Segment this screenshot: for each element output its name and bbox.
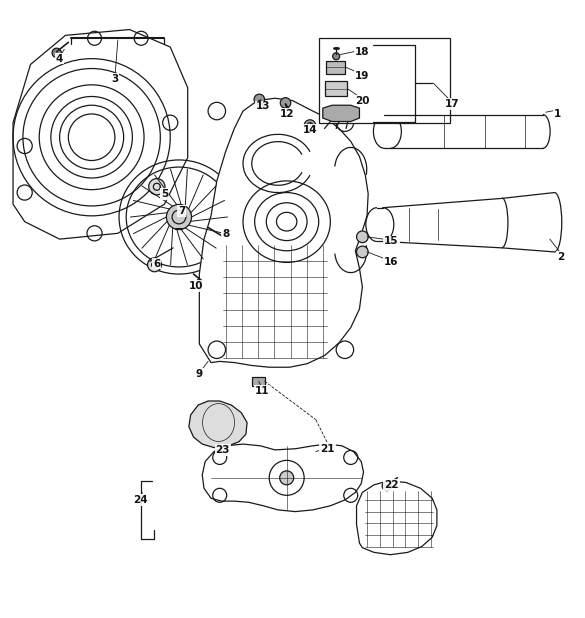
Text: 12: 12 (280, 109, 294, 119)
Circle shape (356, 246, 368, 258)
Text: 14: 14 (302, 125, 317, 135)
Circle shape (197, 277, 208, 289)
Text: 9: 9 (196, 369, 203, 379)
Text: 19: 19 (355, 71, 370, 81)
Text: 21: 21 (320, 444, 335, 454)
Text: 24: 24 (133, 495, 147, 505)
Polygon shape (323, 105, 359, 122)
Circle shape (149, 179, 165, 195)
Polygon shape (356, 481, 437, 555)
Text: 1: 1 (554, 109, 561, 119)
Text: 16: 16 (384, 258, 399, 268)
Polygon shape (202, 444, 363, 512)
Text: 10: 10 (189, 281, 204, 290)
Circle shape (147, 258, 161, 272)
Text: 20: 20 (355, 96, 370, 106)
Circle shape (356, 231, 368, 243)
Polygon shape (199, 98, 368, 367)
Circle shape (280, 98, 291, 108)
Bar (319, 38, 450, 123)
Text: 22: 22 (384, 480, 399, 490)
Text: 13: 13 (256, 101, 271, 111)
Text: 23: 23 (215, 445, 230, 455)
Text: 7: 7 (178, 206, 185, 216)
Circle shape (333, 53, 340, 60)
Bar (326, 61, 345, 74)
Bar (252, 376, 264, 386)
Text: 15: 15 (384, 237, 399, 247)
Text: 8: 8 (222, 229, 229, 240)
Text: 11: 11 (255, 386, 270, 396)
Circle shape (166, 205, 191, 229)
Text: 5: 5 (161, 188, 168, 199)
Circle shape (254, 94, 264, 104)
Text: 18: 18 (355, 46, 370, 57)
Text: 4: 4 (56, 54, 63, 64)
Text: 3: 3 (111, 74, 119, 84)
Text: 2: 2 (557, 252, 564, 261)
Polygon shape (189, 401, 247, 447)
Circle shape (280, 471, 294, 485)
Circle shape (216, 232, 228, 243)
Circle shape (382, 481, 391, 491)
Circle shape (52, 48, 61, 57)
Bar (325, 82, 347, 96)
Text: 6: 6 (153, 258, 160, 269)
Circle shape (304, 120, 316, 132)
Text: 17: 17 (445, 99, 460, 109)
Polygon shape (13, 30, 188, 239)
